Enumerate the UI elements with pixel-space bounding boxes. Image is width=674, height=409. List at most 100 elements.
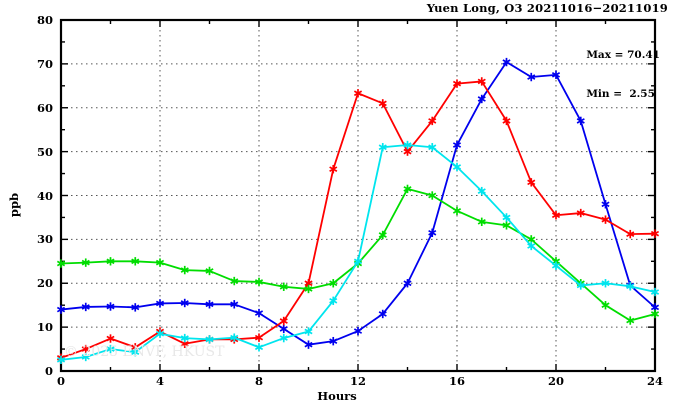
y-tick-label: 20 [36, 276, 53, 291]
data-point-marker [131, 257, 140, 266]
x-tick-label: 20 [547, 374, 565, 388]
data-point-marker [403, 140, 412, 150]
statistics-annotation: Max = 70.41 Min = 2.55 [586, 23, 660, 127]
data-point-marker [353, 89, 363, 98]
data-point-marker [601, 300, 610, 310]
data-point-marker [230, 333, 239, 342]
data-point-marker [329, 336, 338, 346]
data-point-marker [106, 257, 115, 266]
data-point-marker [551, 211, 561, 220]
data-point-marker [527, 241, 536, 251]
data-point-marker [502, 213, 511, 222]
y-tick-label: 40 [36, 188, 53, 203]
data-point-marker [650, 287, 660, 297]
data-point-marker [527, 178, 536, 187]
data-point-marker [502, 221, 511, 230]
data-point-marker [452, 206, 462, 216]
data-point-marker [81, 302, 90, 312]
data-point-marker [106, 302, 115, 311]
x-tick-label: 24 [646, 374, 664, 388]
data-point-marker [56, 355, 66, 365]
data-point-marker [106, 334, 115, 343]
x-tick-label: 8 [254, 374, 264, 388]
y-tick-label: 50 [36, 144, 53, 159]
data-point-marker [428, 228, 437, 237]
chart-title: Yuen Long, O3 20211016−20211019 [426, 1, 668, 15]
data-point-marker [378, 143, 387, 152]
data-point-marker [56, 259, 66, 268]
y-axis-label: ppb [7, 192, 22, 217]
data-point-marker [527, 72, 536, 82]
data-point-marker [452, 162, 462, 172]
data-point-marker [378, 99, 387, 108]
data-point-marker [576, 116, 585, 126]
max-value-annotation: Max = 70.41 [586, 49, 660, 61]
data-point-marker [452, 79, 462, 88]
data-point-marker [106, 344, 115, 354]
plot-frame [59, 18, 657, 373]
data-point-marker [304, 327, 313, 336]
data-point-marker [329, 296, 338, 305]
data-point-marker [329, 279, 338, 288]
data-point-marker [56, 305, 66, 314]
data-point-marker [205, 266, 214, 276]
y-tick-label: 70 [36, 56, 53, 71]
data-point-marker [378, 230, 387, 240]
data-point-marker [576, 208, 585, 218]
y-tick-label: 60 [36, 100, 53, 115]
data-point-marker [329, 164, 338, 174]
data-point-marker [180, 265, 189, 275]
data-point-marker [304, 340, 313, 349]
data-point-marker [428, 116, 437, 126]
data-point-marker [131, 303, 140, 312]
data-point-marker [254, 308, 264, 318]
data-point-marker [477, 94, 486, 104]
series-20211018 [56, 184, 660, 325]
data-point-marker [254, 333, 264, 342]
data-point-marker [378, 309, 387, 319]
data-point-marker [626, 282, 635, 291]
data-point-marker [601, 215, 610, 224]
data-point-marker [403, 184, 412, 194]
data-point-marker [502, 57, 511, 67]
y-tick-label: 10 [36, 320, 53, 335]
data-point-marker [180, 298, 189, 308]
data-point-marker [477, 186, 486, 196]
x-tick-label: 12 [349, 374, 367, 388]
data-point-marker [81, 352, 90, 362]
series-20211017 [56, 77, 660, 363]
data-point-marker [502, 116, 511, 126]
data-point-marker [155, 299, 165, 308]
x-tick-label: 4 [155, 374, 165, 388]
x-tick-label: 0 [56, 374, 66, 388]
series-20211019 [56, 140, 660, 365]
x-axis-label: Hours [317, 389, 357, 403]
data-point-marker [205, 300, 214, 309]
data-point-marker [626, 229, 635, 239]
y-tick-label: 30 [36, 232, 53, 247]
data-point-marker [155, 258, 165, 267]
data-point-marker [601, 279, 610, 288]
data-point-marker [155, 329, 165, 338]
data-point-marker [403, 279, 412, 288]
data-point-marker [279, 324, 288, 334]
data-point-marker [428, 143, 437, 152]
data-point-marker [254, 277, 264, 287]
data-point-marker [477, 217, 486, 227]
data-point-marker [650, 309, 660, 319]
data-point-marker [650, 229, 660, 238]
series-line [60, 61, 656, 346]
min-value-annotation: Min = 2.55 [586, 88, 655, 100]
x-tick-label: 16 [448, 374, 466, 388]
data-point-marker [279, 282, 288, 291]
data-point-marker [205, 335, 214, 344]
data-point-marker [131, 347, 140, 357]
data-point-marker [353, 257, 363, 266]
data-point-marker [576, 281, 585, 290]
data-point-marker [279, 316, 288, 326]
data-point-marker [428, 191, 437, 200]
data-point-marker [601, 200, 610, 209]
data-point-marker [452, 140, 462, 150]
